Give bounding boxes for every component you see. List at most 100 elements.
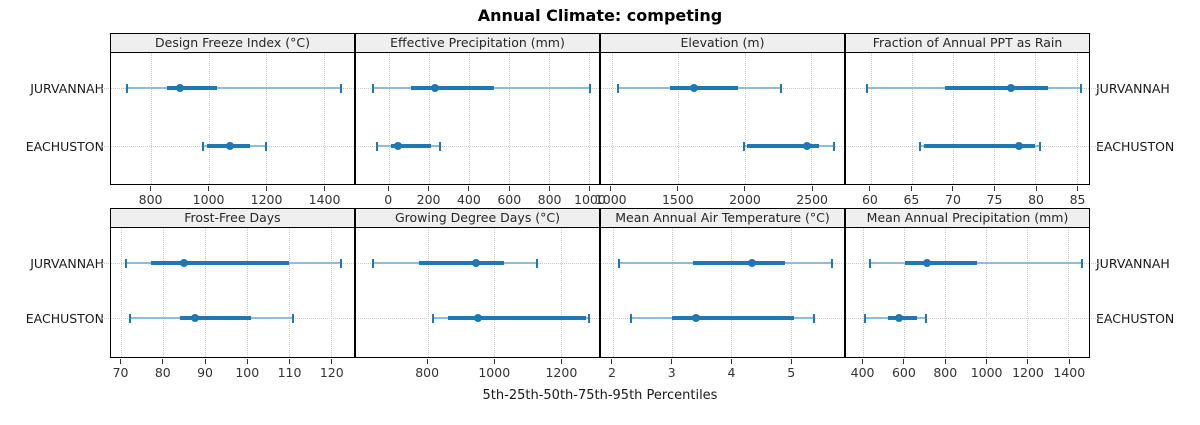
axis-tick-label: 80 [154,365,171,380]
panel-strip: Mean Annual Air Temperature (°C) [600,208,845,228]
axis-tick [560,359,562,364]
axis-tick [677,186,679,191]
panel-plot [845,53,1090,185]
percentile-95-cap [588,84,591,93]
gridline-vertical [953,53,955,184]
gridline-vertical [870,53,872,184]
axis-tick [610,186,612,191]
percentile-25-75-line [746,144,820,148]
panel-x-axis: 1000 1500 2000 2500 [595,186,845,208]
axis-tick-label: 2 [607,365,616,380]
percentile-25-75-line [670,86,739,90]
gridline-vertical [678,53,680,184]
percentile-5-cap [868,259,871,268]
row-label-right: EACHUSTON [1096,311,1175,326]
axis-tick-label: 2000 [729,192,761,207]
percentile-5-cap [124,259,127,268]
row-guideline-stub [1091,88,1100,89]
percentile-95-cap [439,142,441,151]
panel-x-axis: 800 1000 1200 [355,359,600,381]
axis-tick [611,359,613,364]
axis-tick [493,359,495,364]
row-guideline-stub [100,318,109,319]
percentile-5-cap [202,142,205,151]
gridline-vertical [469,53,470,184]
axis-tick-label: 1200 [545,365,578,380]
panel-strip: Frost-Free Days [110,208,355,228]
row-guideline-stub [1091,318,1100,319]
median-dot [922,259,931,267]
axis-tick [266,186,268,191]
panel-strip-label: Growing Degree Days (°C) [394,210,561,225]
percentile-25-75-line [167,86,218,90]
median-dot [471,259,480,267]
axis-tick-label: 75 [986,192,1003,207]
axis-tick [1027,359,1029,364]
median-dot [895,314,904,322]
figure-title: Annual Climate: competing [477,6,723,25]
axis-tick-label: 100 [235,365,260,380]
axis-tick [549,186,551,191]
percentile-95-cap [536,259,539,268]
percentile-95-cap [779,84,782,93]
percentile-95-cap [292,314,295,323]
percentile-5-cap [372,84,374,93]
percentile-5-cap [629,314,632,323]
percentile-95-cap [265,142,268,151]
panel-strip-label: Fraction of Annual PPT as Rain [872,35,1063,50]
axis-tick [1035,186,1037,191]
panel-strip-label: Frost-Free Days [184,210,281,225]
percentile-5-cap [371,259,374,268]
gridline-vertical [744,53,746,184]
gridline-vertical [672,228,674,357]
panel-plot [110,53,355,185]
panel-strip: Design Freeze Index (°C) [110,33,355,53]
panel-strip-label: Mean Annual Precipitation (mm) [866,210,1069,225]
median-dot [180,259,189,267]
panel-strip-label: Effective Precipitation (mm) [390,35,565,50]
axis-tick-label: 400 [850,365,875,380]
gridline-vertical [509,53,510,184]
axis-tick-label: 70 [945,192,961,207]
panel-strip-label: Elevation (m) [680,35,765,50]
percentile-95-cap [1080,259,1083,268]
axis-tick [387,186,389,191]
axis-tick-label: 1000 [192,192,225,207]
percentile-95-cap [831,259,834,268]
axis-tick-label: 600 [891,365,916,380]
axis-tick-label: 1200 [1012,365,1044,380]
axis-tick-label: 70 [112,365,129,380]
gridline-vertical [330,228,332,357]
percentile-25-75-line [180,316,252,320]
panel-plot [355,228,600,358]
axis-tick [508,186,510,191]
axis-tick [910,186,912,191]
median-dot [176,84,185,92]
axis-tick-label: 1000 [478,365,511,380]
gridline-vertical [266,53,268,184]
gridline-vertical [1035,53,1037,184]
panel-x-axis: 70 80 90 100 110 120 [110,359,355,381]
axis-tick [246,359,248,364]
gridline-vertical [1068,228,1070,357]
axis-tick-label: 1500 [661,192,694,207]
panel-x-axis: 60 65 70 75 80 85 [845,186,1090,208]
axis-tick [428,186,430,191]
axis-tick [331,359,333,364]
percentile-5-cap [376,142,378,151]
axis-tick [208,186,210,191]
percentile-25-75-line [150,261,290,265]
median-dot [226,142,235,150]
axis-tick [150,186,152,191]
axis-tick-label: 1400 [308,192,341,207]
axis-tick [120,359,122,364]
gridline-vertical [589,53,590,184]
panel-plot [600,228,845,358]
percentile-95-cap [924,314,927,323]
median-dot [1006,84,1015,92]
percentile-5-95-line [126,87,342,89]
percentile-25-75-line [391,144,431,148]
gridline-vertical [863,228,865,357]
axis-tick [944,359,946,364]
